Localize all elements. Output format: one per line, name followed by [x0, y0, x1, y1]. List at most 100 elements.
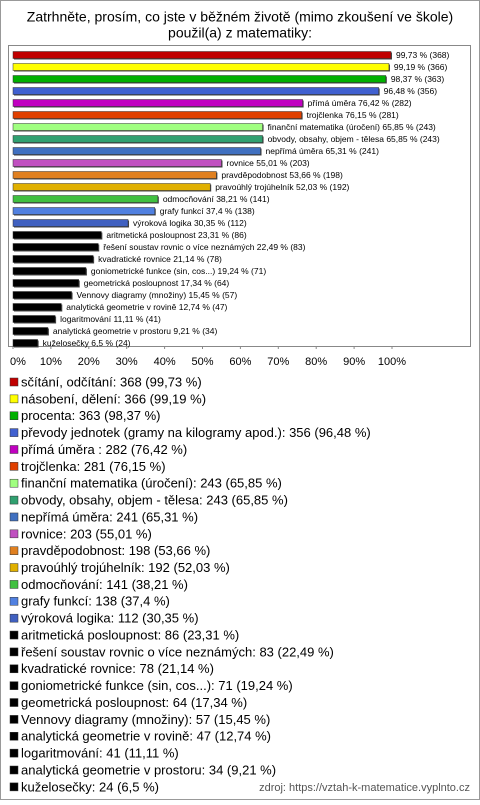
- bar: [12, 207, 155, 215]
- legend-label: řešení soustav rovnic o více neznámých: …: [21, 644, 334, 659]
- x-tick-label: 20%: [78, 356, 100, 368]
- legend-label: pravoúhlý trojúhelník: 192 (52,03 %): [21, 560, 230, 575]
- value-label: Vennovy diagramy (množiny) 15,45 % (57): [77, 290, 238, 300]
- legend-label: výroková logika: 112 (30,35 %): [21, 611, 199, 626]
- legend-marker: [9, 765, 19, 775]
- bar: [12, 183, 211, 191]
- bar: [12, 75, 387, 83]
- legend-marker: [9, 512, 19, 522]
- value-label: rovnice 55,01 % (203): [226, 158, 309, 168]
- value-label: analytická geometrie v rovině 12,74 % (4…: [66, 302, 227, 312]
- value-label: kvadratické rovnice 21,14 % (78): [98, 254, 222, 264]
- legend-label: kvadratické rovnice: 78 (21,14 %): [21, 661, 214, 676]
- legend-label: násobení, dělení: 366 (99,19 %): [21, 391, 206, 406]
- bar: [12, 243, 99, 251]
- legend-marker: [9, 394, 19, 404]
- legend-label: pravděpodobnost: 198 (53,66 %): [21, 543, 210, 558]
- legend-label: logaritmování: 41 (11,11 %): [21, 746, 179, 761]
- x-tick-label: 10%: [40, 356, 62, 368]
- value-label: 96,48 % (356): [384, 86, 438, 96]
- bar: [12, 267, 87, 275]
- legend-marker: [9, 411, 19, 420]
- legend-label: analytická geometrie v rovině: 47 (12,74…: [21, 729, 271, 744]
- value-label: řešení soustav rovnic o více neznámých 2…: [103, 242, 305, 252]
- legend-marker: [9, 563, 19, 572]
- legend-label: finanční matematika (úročení): 243 (65,8…: [21, 476, 282, 491]
- value-label: 98,37 % (363): [391, 74, 445, 84]
- bar: [12, 51, 392, 59]
- source: zdroj: https://vztah-k-matematice.vyplnt…: [259, 782, 470, 794]
- bar: [12, 195, 159, 203]
- value-label: logaritmování 11,11 % (41): [60, 314, 161, 324]
- legend-marker: [9, 613, 19, 623]
- legend-marker: [9, 495, 19, 505]
- legend-marker: [9, 715, 19, 724]
- value-label: 99,73 % (368): [396, 50, 450, 60]
- legend-label: analytická geometrie v prostoru: 34 (9,2…: [21, 762, 276, 777]
- value-label: přímá úměra 76,42 % (282): [308, 98, 412, 108]
- legend-marker: [9, 377, 19, 387]
- bar: [12, 219, 129, 227]
- bar: [12, 99, 303, 107]
- legend-marker: [9, 630, 19, 640]
- value-label: pravděpodobnost 53,66 % (198): [221, 170, 343, 180]
- legend-label: goniometrické funkce (sin, cos...): 71 (…: [21, 678, 293, 693]
- legend-marker: [9, 478, 19, 488]
- bar: [12, 111, 302, 119]
- legend-label: aritmetická posloupnost: 86 (23,31 %): [21, 627, 239, 642]
- bar: [12, 171, 217, 179]
- x-tick-label: 60%: [229, 356, 251, 368]
- legend-label: procenta: 363 (98,37 %): [21, 408, 160, 423]
- x-tick-label: 0%: [10, 356, 26, 368]
- legend-label: Vennovy diagramy (množiny): 57 (15,45 %): [21, 712, 270, 727]
- legend-marker: [9, 748, 19, 758]
- legend-label: přímá úměra : 282 (76,42 %): [21, 442, 187, 457]
- bar: [12, 123, 263, 131]
- legend-marker: [9, 428, 19, 437]
- bar: [12, 339, 38, 347]
- bar: [12, 147, 261, 155]
- bar: [12, 315, 56, 323]
- value-label: výroková logika 30,35 % (112): [133, 218, 247, 228]
- legend-marker: [9, 529, 19, 539]
- legend-label: převody jednotek (gramy na kilogramy apo…: [21, 425, 371, 440]
- bar: [12, 159, 222, 167]
- legend-marker: [9, 782, 19, 792]
- bar: [12, 63, 390, 71]
- bar: [12, 279, 79, 287]
- legend-label: rovnice: 203 (55,01 %): [21, 526, 152, 541]
- value-label: analytická geometrie v prostoru 9,21 % (…: [53, 326, 218, 336]
- bar: [12, 327, 49, 335]
- value-label: aritmetická posloupnost 23,31 % (86): [106, 230, 246, 240]
- bar: [12, 87, 379, 95]
- legend-label: obvody, obsahy, objem - tělesa: 243 (65,…: [21, 493, 288, 508]
- legend-marker: [9, 445, 19, 454]
- value-label: trojčlenka 76,15 % (281): [307, 110, 399, 120]
- legend-label: sčítání, odčítání: 368 (99,73 %): [21, 374, 202, 389]
- legend-marker: [9, 698, 19, 707]
- chart-title: Zatrhněte, prosím, co jste v běžném živo…: [27, 9, 453, 25]
- x-tick-label: 90%: [343, 356, 365, 368]
- legend-label: trojčlenka: 281 (76,15 %): [21, 459, 166, 474]
- bar: [12, 135, 263, 143]
- value-label: nepřímá úměra 65,31 % (241): [266, 146, 380, 156]
- bar: [12, 255, 94, 263]
- x-tick-label: 30%: [116, 356, 138, 368]
- value-label: goniometrické funkce (sin, cos...) 19,24…: [91, 266, 266, 276]
- x-tick-label: 80%: [305, 356, 327, 368]
- bar: [12, 291, 72, 299]
- legend-marker: [9, 681, 19, 690]
- legend-marker: [9, 546, 19, 555]
- legend-marker: [9, 647, 19, 657]
- legend-label: grafy funkcí: 138 (37,4 %): [21, 594, 170, 609]
- value-label: kuželosečky 6,5 % (24): [43, 338, 131, 348]
- value-label: odmocňování 38,21 % (141): [163, 194, 270, 204]
- value-label: obvody, obsahy, objem - tělesa 65,85 % (…: [268, 134, 440, 144]
- legend-label: geometrická posloupnost: 64 (17,34 %): [21, 695, 247, 710]
- value-label: pravoúhlý trojúhelník 52,03 % (192): [215, 182, 349, 192]
- value-label: grafy funkcí 37,4 % (138): [160, 206, 255, 216]
- legend-label: odmocňování: 141 (38,21 %): [21, 577, 188, 592]
- legend-label: kuželosečky: 24 (6,5 %): [21, 779, 159, 794]
- value-label: finanční matematika (úročení) 65,85 % (2…: [268, 122, 436, 132]
